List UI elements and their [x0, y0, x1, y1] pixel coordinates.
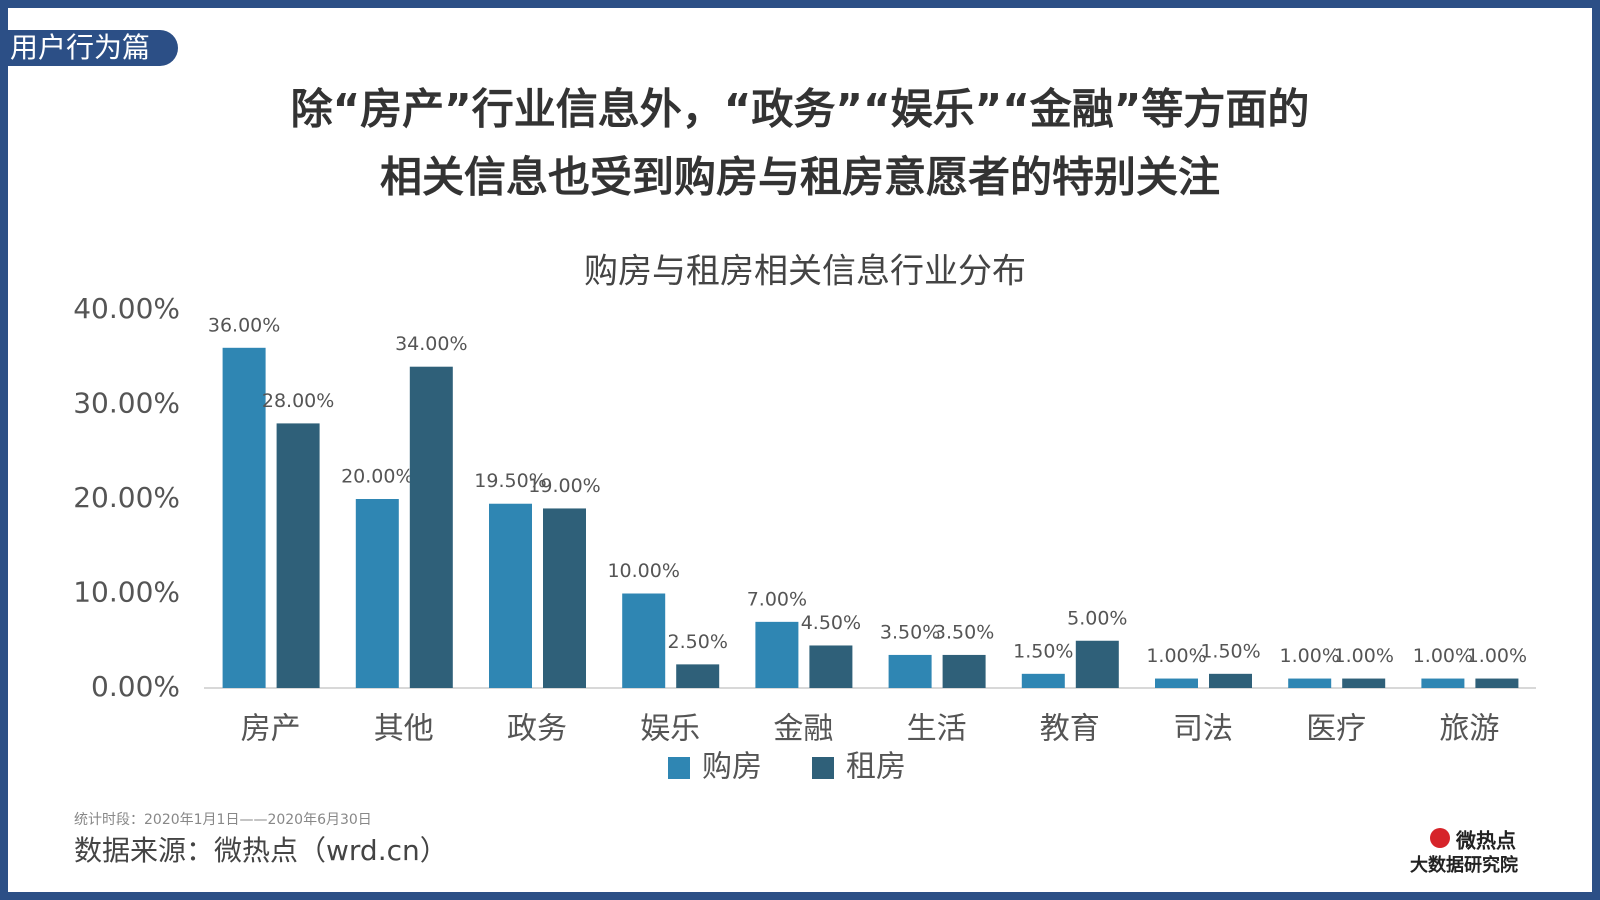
x-tick-label: 政务 [507, 712, 567, 747]
period: 统计时段：2020年1月1日——2020年6月30日 [74, 812, 372, 828]
x-tick-label: 司法 [1173, 712, 1233, 747]
value-label: 3.50% [934, 621, 994, 643]
x-tick-label: 旅游 [1439, 712, 1499, 747]
headline: 除“房产”行业信息外，“政务”“娱乐”“金融”等方面的 [291, 85, 1310, 134]
x-tick-label: 房产 [241, 712, 301, 747]
legend-label: 租房 [846, 750, 906, 785]
x-tick-label: 教育 [1040, 712, 1100, 747]
value-label: 1.00% [1280, 645, 1340, 667]
bar [222, 347, 266, 688]
bar [276, 423, 320, 688]
bar [355, 499, 399, 688]
legend-swatch [668, 757, 690, 779]
bar [942, 654, 986, 688]
bar [809, 645, 853, 688]
bar [1475, 678, 1519, 688]
value-label: 28.00% [262, 390, 334, 412]
value-label: 36.00% [208, 314, 280, 336]
bar [755, 621, 799, 688]
bar [543, 508, 586, 688]
x-tick-label: 金融 [773, 712, 833, 747]
y-tick-label: 0.00% [91, 670, 180, 703]
tag-bg [8, 30, 178, 66]
bar [888, 654, 932, 688]
value-label: 2.50% [668, 631, 728, 653]
value-label: 19.50% [474, 470, 546, 492]
logo-subtitle: 大数据研究院 [1410, 854, 1518, 876]
logo-icon [1430, 828, 1450, 848]
value-label: 1.00% [1467, 645, 1527, 667]
x-tick-label: 医疗 [1306, 712, 1366, 747]
legend-label: 购房 [702, 750, 762, 785]
chart-title: 购房与租房相关信息行业分布 [584, 252, 1026, 292]
value-label: 1.50% [1013, 640, 1073, 662]
source: 数据来源：微热点（wrd.cn） [74, 834, 448, 867]
value-label: 4.50% [801, 612, 861, 634]
bar [622, 593, 666, 688]
value-label: 19.00% [528, 475, 600, 497]
value-label: 5.00% [1067, 607, 1127, 629]
y-tick-label: 20.00% [73, 481, 180, 514]
value-label: 1.50% [1200, 640, 1260, 662]
bar [1021, 673, 1065, 688]
bar [1155, 678, 1198, 688]
x-tick-label: 娱乐 [640, 712, 700, 747]
value-label: 34.00% [395, 333, 467, 355]
y-tick-label: 10.00% [73, 576, 180, 609]
bar [676, 664, 720, 688]
value-label: 20.00% [341, 466, 413, 488]
tag: 用户行为篇 [10, 31, 150, 64]
bar [1075, 640, 1119, 688]
value-label: 1.00% [1413, 645, 1473, 667]
logo-name: 微热点 [1455, 829, 1516, 853]
bar [1342, 678, 1386, 688]
legend-swatch [812, 757, 834, 779]
y-tick-label: 40.00% [73, 292, 180, 325]
bar [1288, 678, 1332, 688]
bar [1209, 673, 1252, 688]
headline: 相关信息也受到购房与租房意愿者的特别关注 [380, 153, 1220, 202]
value-label: 1.00% [1334, 645, 1394, 667]
value-label: 3.50% [880, 621, 940, 643]
y-tick-label: 30.00% [73, 387, 180, 420]
value-label: 1.00% [1146, 645, 1206, 667]
x-tick-label: 生活 [907, 712, 967, 747]
bar [1421, 678, 1465, 688]
bar [489, 503, 532, 688]
bar [409, 366, 453, 688]
x-tick-label: 其他 [374, 712, 434, 747]
value-label: 7.00% [747, 588, 807, 610]
value-label: 10.00% [607, 560, 679, 582]
